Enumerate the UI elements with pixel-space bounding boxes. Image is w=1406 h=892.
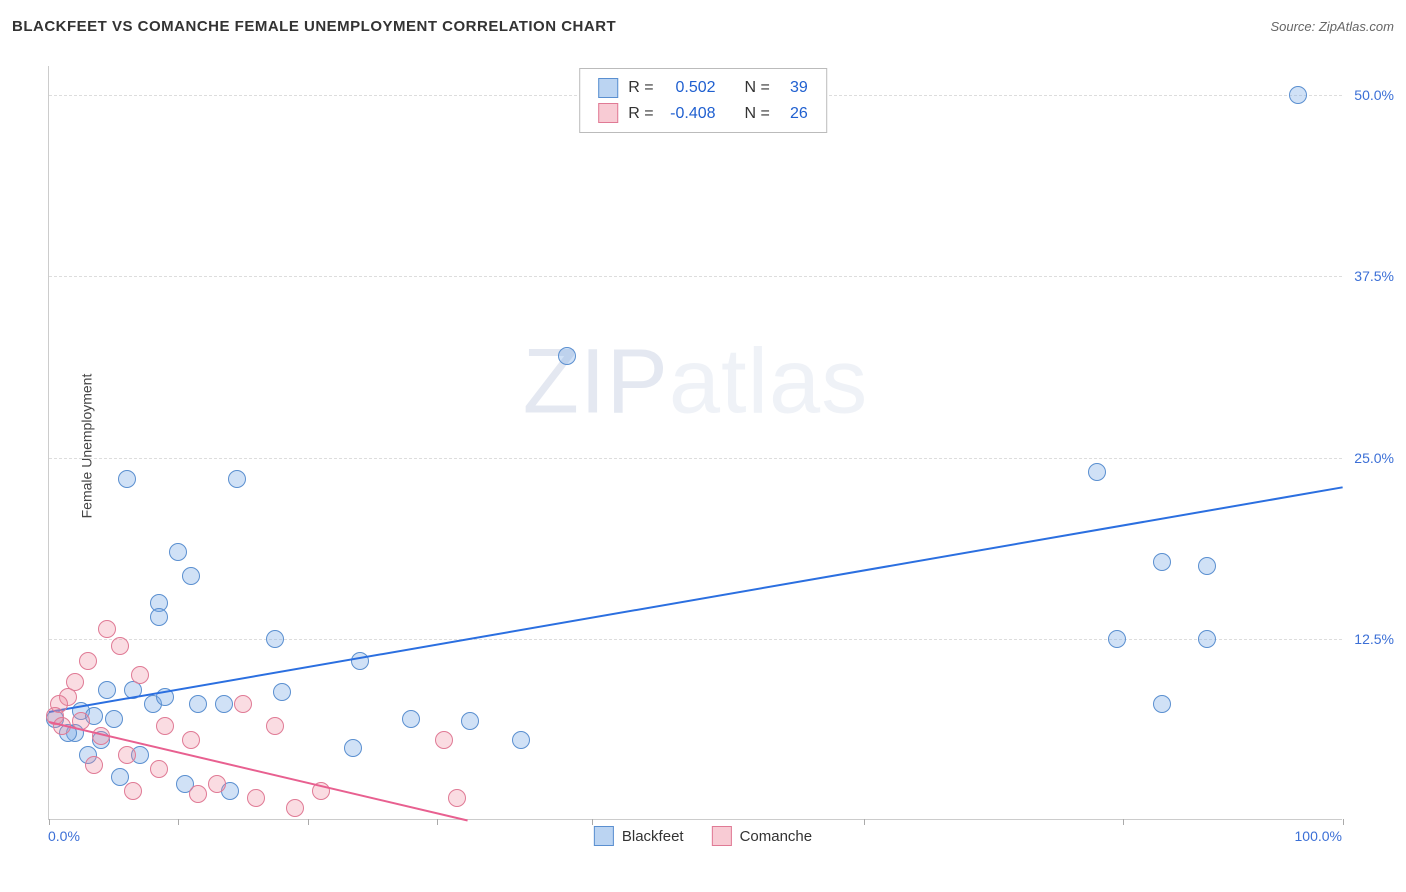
- point-blackfeet: [189, 695, 207, 713]
- point-blackfeet: [512, 731, 530, 749]
- point-blackfeet: [1088, 463, 1106, 481]
- r-label: R =: [628, 101, 653, 127]
- x-tick: [1123, 819, 1124, 825]
- x-tick: [49, 819, 50, 825]
- r-label: R =: [628, 75, 653, 101]
- n-label: N =: [744, 75, 769, 101]
- point-blackfeet: [1153, 695, 1171, 713]
- point-blackfeet: [98, 681, 116, 699]
- point-blackfeet: [1108, 630, 1126, 648]
- gridline: [49, 276, 1342, 277]
- point-blackfeet: [402, 710, 420, 728]
- point-blackfeet: [111, 768, 129, 786]
- watermark-light: atlas: [669, 331, 868, 433]
- point-comanche: [182, 731, 200, 749]
- point-comanche: [156, 717, 174, 735]
- legend-row-comanche: R = -0.408 N = 26: [598, 101, 808, 127]
- title-bar: BLACKFEET VS COMANCHE FEMALE UNEMPLOYMEN…: [0, 0, 1406, 43]
- point-comanche: [266, 717, 284, 735]
- source-prefix: Source:: [1270, 19, 1318, 34]
- x-tick: [178, 819, 179, 825]
- point-blackfeet: [266, 630, 284, 648]
- legend-stats: R = 0.502 N = 39 R = -0.408 N = 26: [579, 68, 827, 133]
- point-comanche: [118, 746, 136, 764]
- x-tick: [1343, 819, 1344, 825]
- point-comanche: [435, 731, 453, 749]
- point-blackfeet: [150, 608, 168, 626]
- point-comanche: [234, 695, 252, 713]
- y-tick-label: 50.0%: [1354, 87, 1394, 103]
- point-blackfeet: [118, 470, 136, 488]
- x-tick-min: 0.0%: [48, 828, 80, 844]
- x-tick-max: 100.0%: [1295, 828, 1342, 844]
- n-value-blackfeet: 39: [780, 75, 808, 101]
- y-tick-label: 12.5%: [1354, 631, 1394, 647]
- y-tick-label: 37.5%: [1354, 268, 1394, 284]
- source-name: ZipAtlas.com: [1319, 19, 1394, 34]
- chart-container: BLACKFEET VS COMANCHE FEMALE UNEMPLOYMEN…: [0, 0, 1406, 892]
- swatch-pink: [598, 103, 618, 123]
- x-tick: [864, 819, 865, 825]
- point-blackfeet: [558, 347, 576, 365]
- point-blackfeet: [1153, 553, 1171, 571]
- point-blackfeet: [182, 567, 200, 585]
- swatch-blue: [598, 78, 618, 98]
- r-value-blackfeet: 0.502: [664, 75, 716, 101]
- point-blackfeet: [344, 739, 362, 757]
- point-comanche: [247, 789, 265, 807]
- gridline: [49, 458, 1342, 459]
- point-blackfeet: [461, 712, 479, 730]
- point-blackfeet: [215, 695, 233, 713]
- chart-title: BLACKFEET VS COMANCHE FEMALE UNEMPLOYMEN…: [12, 18, 616, 35]
- point-comanche: [111, 637, 129, 655]
- x-axis-labels: 0.0% 100.0%: [48, 828, 1342, 844]
- point-blackfeet: [273, 683, 291, 701]
- gridline: [49, 639, 1342, 640]
- point-blackfeet: [105, 710, 123, 728]
- legend-row-blackfeet: R = 0.502 N = 39: [598, 75, 808, 101]
- point-blackfeet: [1289, 86, 1307, 104]
- point-comanche: [448, 789, 466, 807]
- point-comanche: [124, 782, 142, 800]
- point-comanche: [98, 620, 116, 638]
- watermark: ZIPatlas: [523, 330, 868, 435]
- source-attribution: Source: ZipAtlas.com: [1270, 19, 1394, 34]
- point-comanche: [208, 775, 226, 793]
- regression-line-blackfeet: [49, 487, 1343, 714]
- y-tick-label: 25.0%: [1354, 450, 1394, 466]
- n-value-comanche: 26: [780, 101, 808, 127]
- x-tick: [437, 819, 438, 825]
- point-comanche: [286, 799, 304, 817]
- point-comanche: [150, 760, 168, 778]
- point-comanche: [189, 785, 207, 803]
- point-blackfeet: [1198, 630, 1216, 648]
- point-comanche: [85, 756, 103, 774]
- x-tick: [308, 819, 309, 825]
- point-comanche: [131, 666, 149, 684]
- point-blackfeet: [1198, 557, 1216, 575]
- point-blackfeet: [169, 543, 187, 561]
- n-label: N =: [744, 101, 769, 127]
- point-blackfeet: [228, 470, 246, 488]
- plot-area: ZIPatlas 12.5%25.0%37.5%50.0%: [48, 66, 1342, 820]
- x-tick: [592, 819, 593, 825]
- r-value-comanche: -0.408: [664, 101, 716, 127]
- watermark-bold: ZIP: [523, 331, 669, 433]
- point-blackfeet: [351, 652, 369, 670]
- point-comanche: [79, 652, 97, 670]
